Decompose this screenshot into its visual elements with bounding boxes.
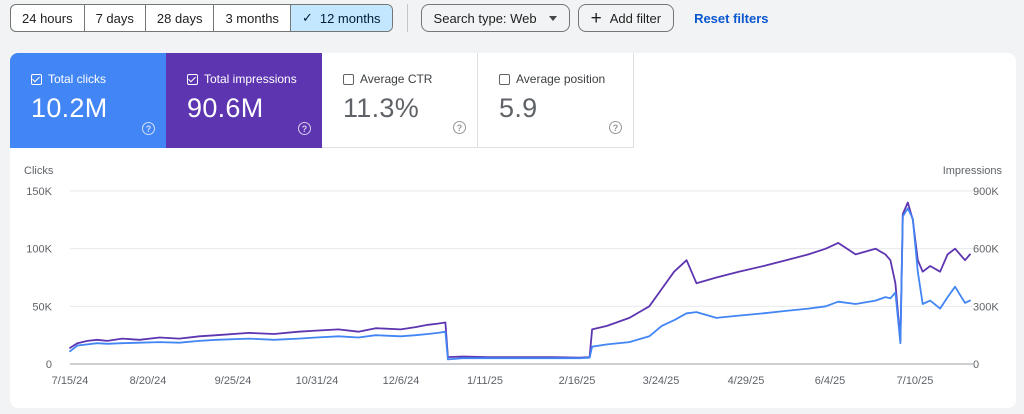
- date-range-label: 12 months: [319, 10, 381, 26]
- right-tick-label: 600K: [973, 244, 999, 256]
- help-icon[interactable]: ?: [298, 122, 311, 135]
- metric-label: Total impressions: [204, 72, 297, 86]
- metric-label: Average CTR: [360, 72, 433, 86]
- date-range-label: 7 days: [95, 10, 134, 26]
- right-tick-label: 900K: [973, 186, 999, 198]
- chart-series: [69, 201, 971, 361]
- performance-card: Total clicks 10.2M ? Total impressions 9…: [10, 53, 1016, 408]
- grid-lines: [70, 190, 973, 365]
- date-range-selector: 24 hours 7 days 28 days 3 months ✓ 12 mon…: [10, 4, 393, 32]
- help-icon[interactable]: ?: [609, 121, 622, 134]
- x-tick-label: 12/6/24: [383, 375, 420, 387]
- metric-label: Total clicks: [48, 72, 107, 86]
- checkbox-unchecked-icon[interactable]: [499, 73, 510, 85]
- date-range-24-hours[interactable]: 24 hours: [11, 5, 85, 31]
- left-tick-label: 100K: [26, 244, 52, 256]
- metric-label-row: Average CTR: [343, 72, 477, 86]
- left-axis-title: Clicks: [24, 165, 54, 177]
- date-range-label: 3 months: [225, 10, 279, 26]
- help-icon[interactable]: ?: [142, 122, 155, 135]
- date-range-3-months[interactable]: 3 months: [214, 5, 291, 31]
- filter-toolbar: 24 hours 7 days 28 days 3 months ✓ 12 mon…: [10, 4, 768, 32]
- x-tick-label: 3/24/25: [643, 375, 680, 387]
- x-tick-label: 7/15/24: [52, 375, 89, 387]
- series-line-clicks: [69, 207, 971, 361]
- x-tick-label: 8/20/24: [130, 375, 167, 387]
- x-tick-label: 1/11/25: [467, 375, 503, 387]
- metric-card-total-impressions[interactable]: Total impressions 90.6M ?: [166, 53, 322, 148]
- toolbar-divider: [406, 4, 408, 32]
- performance-chart[interactable]: Clicks Impressions 0 0 50K 300K 100K 600K 150K…: [10, 148, 1016, 408]
- date-range-label: 28 days: [156, 10, 203, 26]
- metric-value: 11.3%: [343, 93, 420, 123]
- left-tick-label: 150K: [26, 186, 52, 198]
- x-tick-label: 7/10/25: [897, 375, 934, 387]
- search-type-label: Search type: Web: [433, 10, 537, 26]
- date-range-label: 24 hours: [22, 10, 73, 26]
- right-axis-title: Impressions: [943, 165, 1003, 177]
- reset-filters-link[interactable]: Reset filters: [694, 10, 769, 26]
- dropdown-arrow-icon: [548, 15, 557, 21]
- x-tick-label: 4/29/25: [728, 375, 765, 387]
- metric-label: Average position: [516, 72, 606, 86]
- metric-card-average-position[interactable]: Average position 5.9 ?: [478, 53, 634, 148]
- metric-value: 5.9: [499, 93, 538, 123]
- search-type-dropdown[interactable]: Search type: Web: [420, 4, 570, 32]
- right-tick-label: 0: [973, 359, 979, 371]
- metric-label-row: Average position: [499, 72, 633, 86]
- add-filter-button[interactable]: + Add filter: [577, 4, 675, 32]
- date-range-7-days[interactable]: 7 days: [85, 5, 146, 31]
- metric-card-average-ctr[interactable]: Average CTR 11.3% ?: [322, 53, 478, 148]
- metric-label-row: Total impressions: [187, 72, 322, 86]
- left-tick-label: 50K: [32, 301, 52, 313]
- checkmark-icon: ✓: [301, 10, 313, 25]
- date-range-12-months[interactable]: ✓ 12 months: [290, 5, 392, 31]
- help-icon[interactable]: ?: [453, 121, 466, 134]
- right-tick-label: 300K: [973, 301, 999, 313]
- metric-cards: Total clicks 10.2M ? Total impressions 9…: [10, 53, 1016, 148]
- metric-value: 90.6M: [187, 93, 264, 123]
- axis-labels: 0 0 50K 300K 100K 600K 150K 900K 7/15/24 8/20/24 9…: [26, 186, 999, 387]
- date-range-28-days[interactable]: 28 days: [146, 5, 215, 31]
- checkbox-unchecked-icon[interactable]: [343, 73, 354, 85]
- x-tick-label: 9/25/24: [215, 375, 252, 387]
- metric-label-row: Total clicks: [31, 72, 166, 86]
- checkbox-checked-icon[interactable]: [187, 73, 198, 85]
- metric-value: 10.2M: [31, 93, 108, 123]
- x-tick-label: 6/4/25: [815, 375, 846, 387]
- add-filter-label: Add filter: [609, 10, 662, 26]
- plus-icon: +: [590, 7, 602, 29]
- series-line-impressions: [69, 201, 971, 359]
- x-tick-label: 10/31/24: [296, 375, 339, 387]
- checkbox-checked-icon[interactable]: [31, 73, 42, 85]
- x-tick-label: 2/16/25: [559, 375, 596, 387]
- metric-card-total-clicks[interactable]: Total clicks 10.2M ?: [10, 53, 166, 148]
- left-tick-label: 0: [46, 359, 52, 371]
